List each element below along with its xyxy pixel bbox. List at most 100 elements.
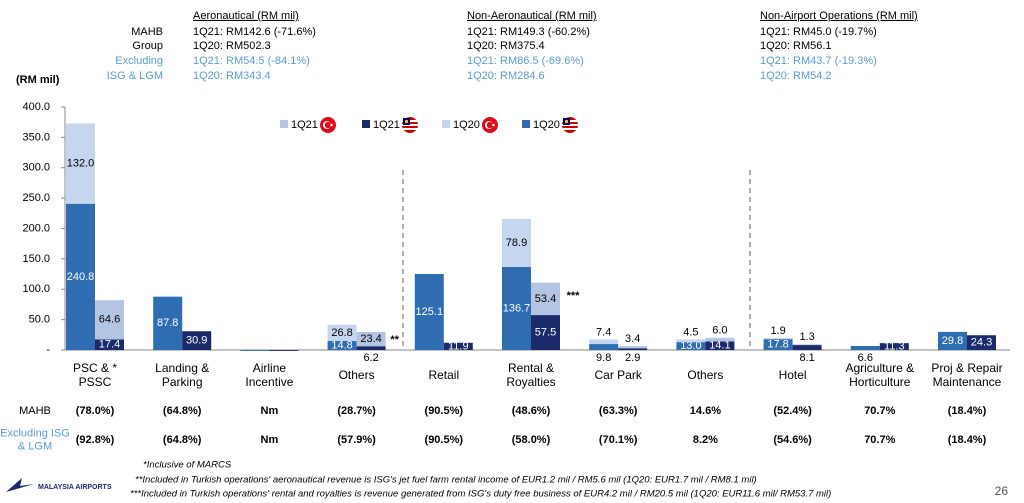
data-label: 6.6 [858,352,873,364]
bar-segment [95,300,124,340]
bar-segment [967,335,996,350]
bar-segment [763,339,793,350]
data-label: 53.4 [535,293,556,305]
legend-swatch [362,120,370,128]
table-cell: Nm [261,434,279,446]
flag-moon-cut [324,121,332,129]
bar-segment [443,342,473,350]
y-tick-label: 50.0 [29,314,50,326]
bar-segment [792,345,822,350]
data-label: 17.4 [99,339,120,351]
table-cell: (58.0%) [512,434,551,446]
bar-segment [502,266,531,350]
y-tick-label: 100.0 [22,283,50,295]
header-line: 1Q20: RM502.3 [193,40,271,52]
bar-segment [95,339,124,350]
data-label: 24.3 [971,337,992,349]
data-label: 1.9 [770,325,785,337]
flag-star [492,123,495,127]
logo: MALAYSIA AIRPORTS [6,478,112,492]
table-cell: (63.3%) [599,405,638,417]
data-label: 4.5 [683,326,698,338]
footnote: *Inclusive of MARCS [143,460,232,471]
flag-star [330,123,333,127]
y-tick-label: 250.0 [22,192,50,204]
header-row-label: MAHB [131,26,163,38]
y-tick-label: 300.0 [22,162,50,174]
bar-segment [705,337,735,342]
x-tick-label: Others [339,368,375,382]
y-tick-label: 150.0 [22,253,50,265]
flag-stripe [562,128,578,130]
bar-segment [705,341,735,350]
x-tick-label: Retail [428,368,459,382]
header-title: Aeronautical (RM mil) [193,10,299,22]
table-cell: (92.8%) [76,434,115,446]
bar-segment [589,344,619,350]
logo-text: MALAYSIA AIRPORTS [38,484,112,491]
legend-label: 1Q20 [453,119,480,131]
table-cell: 70.7% [864,434,895,446]
row-label: MAHB [19,405,51,417]
bar-segment [792,344,822,346]
table-cell: (52.4%) [773,405,812,417]
header-line: 1Q21: RM54.5 (-84.1%) [193,55,310,67]
bar-segment [676,342,706,350]
data-label: 57.5 [535,326,556,338]
row-label: Excluding ISG & LGM [0,427,70,452]
data-label: 2.9 [625,352,640,364]
data-label: 125.1 [416,306,444,318]
table-cell: (57.9%) [337,434,376,446]
bar-segment [182,331,212,350]
data-label: 87.8 [157,317,178,329]
x-tick-label: Car Park [595,368,643,382]
header-row-label: Excluding [115,55,163,67]
header-title: Non-Aeronautical (RM mil) [467,10,597,22]
data-label: 1.3 [799,331,814,343]
data-label: 6.2 [363,352,378,364]
data-label: 78.9 [506,237,527,249]
data-label: 240.8 [67,271,95,283]
legend-item: 1Q20 [442,117,498,133]
annotation: *** [567,290,581,302]
bar-segment [531,315,560,350]
data-label: 13.0 [680,340,701,352]
table-cell: (90.5%) [425,405,464,417]
data-label: 3.4 [625,333,640,345]
data-label: 30.9 [186,335,207,347]
data-label: 17.8 [767,338,788,350]
data-label: 6.0 [712,325,727,337]
legend-label: 1Q21 [373,119,400,131]
bar-segment [531,282,560,316]
bar-segment [327,341,357,350]
header-line: 1Q21: RM45.0 (-19.7%) [760,26,877,38]
table-cell: 70.7% [864,405,895,417]
data-label: 7.4 [596,326,611,338]
data-label: 11.9 [448,340,469,352]
legend-label: 1Q20 [533,119,560,131]
header-line: 1Q21: RM43.7 (-19.3%) [760,55,877,67]
table-cell: (54.6%) [773,434,812,446]
bar-segment [269,350,299,351]
flag-stripe [402,128,418,130]
legend-label: 1Q21 [291,119,318,131]
header-line: 1Q20: RM284.6 [467,70,545,82]
bar-segment [850,345,880,350]
x-tick-label: Others [687,368,723,382]
footnote: **Included in Turkish operations' aerona… [135,475,757,486]
logo-mark [6,478,34,492]
annotation: ** [390,334,399,346]
header-line: 1Q20: RM54.2 [760,70,832,82]
data-label: 23.4 [360,333,381,345]
x-tick-label: Landing & Parking [155,361,209,389]
data-label: 9.8 [596,352,611,364]
header-row-label: ISG & LGM [107,70,163,82]
data-label: 132.0 [67,158,95,170]
header-line: 1Q20: RM56.1 [760,40,832,52]
y-tick-label: 350.0 [22,131,50,143]
table-cell: (90.5%) [425,434,464,446]
bar-segment [327,324,357,342]
x-tick-label: Rental & Royalties [506,361,555,389]
table-cell: 14.6% [690,405,721,417]
